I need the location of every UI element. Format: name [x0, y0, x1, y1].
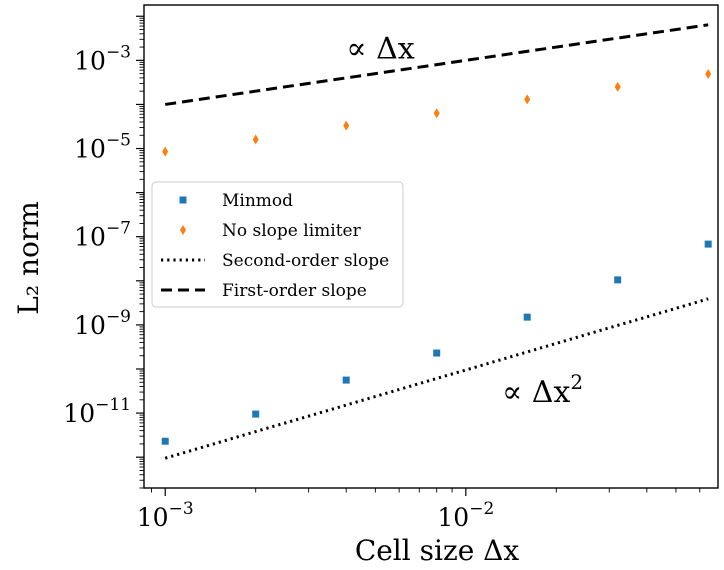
legend-label: First-order slope: [222, 281, 367, 301]
legend-entry: No slope limiter: [180, 221, 362, 241]
minmod-point: [433, 349, 441, 357]
minmod-point: [252, 410, 260, 418]
legend: Minmod No slope limiter Second-order slope…: [151, 181, 404, 308]
no-limiter-point: [343, 120, 350, 131]
no-limiter-point: [705, 69, 712, 80]
x-axis-label: Cell size Δx: [355, 534, 520, 567]
lines-layer: [164, 23, 709, 460]
series-line-3: [165, 23, 709, 106]
y-tick-label: 10−7: [74, 219, 131, 252]
minmod-point: [704, 240, 712, 248]
minmod-point: [614, 276, 622, 284]
x-tick-label: 10−2: [437, 499, 494, 532]
y-tick-label: 10−9: [74, 307, 131, 340]
legend-entry: Second-order slope: [161, 251, 389, 271]
y-axis-label: L₂ norm: [12, 201, 45, 315]
legend-entry: Minmod: [179, 191, 293, 211]
legend-label: Second-order slope: [222, 251, 389, 271]
no-limiter-point: [433, 108, 440, 119]
x-tick-label: 10−3: [137, 499, 194, 532]
markers-layer: [161, 69, 712, 445]
no-limiter-point: [252, 134, 259, 145]
series-line-2: [164, 297, 709, 460]
minmod-point: [161, 437, 169, 445]
legend-swatch: [179, 196, 187, 204]
no-limiter-point: [524, 94, 531, 105]
y-tick-label: 10−3: [74, 42, 131, 75]
annotations-layer: ∝ Δx ∝ Δx2: [346, 32, 583, 410]
legend-label: No slope limiter: [222, 221, 362, 241]
minmod-point: [523, 313, 531, 321]
y-tick-label: 10−11: [63, 395, 131, 428]
ticks-layer: 10−3 10−2 10−3 10−5 10−7 10−9 10−11: [63, 15, 701, 532]
legend-swatch: [180, 225, 186, 235]
legend-label: Minmod: [222, 191, 293, 211]
legend-box: [151, 181, 404, 308]
legend-entry: First-order slope: [161, 281, 367, 301]
slope-annotation-1: ∝ Δx: [346, 32, 415, 67]
no-limiter-point: [614, 81, 621, 92]
minmod-point: [342, 376, 350, 384]
no-limiter-point: [162, 146, 169, 157]
slope-annotation-2: ∝ Δx2: [502, 370, 583, 410]
y-tick-label: 10−5: [74, 131, 131, 164]
